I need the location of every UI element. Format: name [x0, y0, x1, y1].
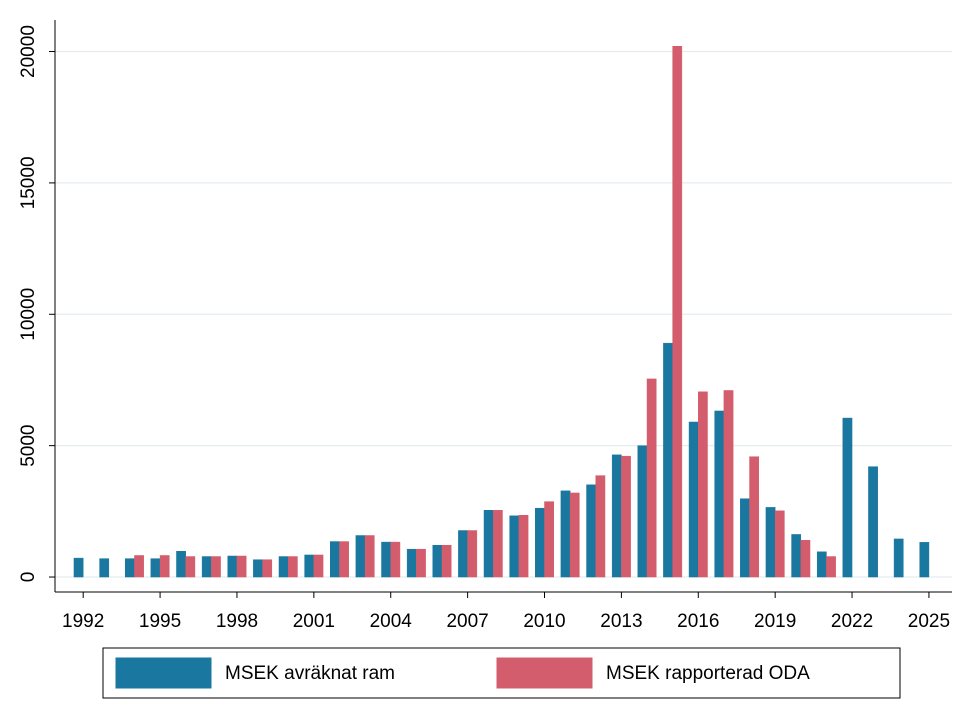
bar [441, 544, 452, 578]
bar [355, 535, 366, 578]
bar [672, 46, 683, 578]
bar [569, 492, 580, 578]
bar [791, 534, 802, 578]
bar [621, 455, 631, 578]
bar [364, 535, 375, 578]
bar [586, 484, 597, 578]
legend-label: MSEK avräknat ram [225, 663, 395, 684]
bar [381, 541, 391, 578]
bar [868, 466, 878, 578]
bar [663, 342, 673, 578]
bar [227, 555, 238, 578]
bar [304, 554, 315, 578]
bar [800, 539, 811, 578]
x-tick-label: 2010 [523, 611, 565, 632]
x-tick-label: 2016 [677, 611, 719, 632]
bar [816, 551, 827, 578]
bar [159, 555, 170, 578]
bar [287, 556, 298, 578]
bar [749, 456, 760, 578]
bar [826, 556, 836, 578]
bar [134, 555, 144, 578]
bar [483, 510, 494, 578]
bar [646, 378, 657, 578]
bar [774, 510, 785, 578]
bar [560, 490, 571, 578]
x-tick-label: 2001 [293, 611, 335, 632]
bar [236, 555, 247, 578]
bar [919, 542, 930, 578]
y-tick-label: 15000 [18, 156, 39, 209]
bar [492, 510, 503, 578]
x-tick-label: 1992 [62, 611, 104, 632]
bar [313, 554, 324, 578]
bar [432, 544, 443, 578]
bar [611, 454, 622, 578]
bar [211, 556, 221, 578]
bar [73, 557, 84, 578]
x-tick-label: 1998 [216, 611, 258, 632]
bar [253, 559, 263, 578]
bar [723, 390, 734, 578]
bar [390, 541, 401, 578]
y-tick-label: 0 [18, 572, 39, 583]
legend-swatch [115, 657, 212, 689]
bar [339, 541, 349, 578]
bar [688, 421, 699, 578]
y-tick-label: 5000 [18, 425, 39, 467]
bar [150, 558, 161, 578]
bar [458, 530, 468, 578]
x-tick-label: 2007 [446, 611, 488, 632]
bar [406, 548, 417, 578]
bar [544, 501, 554, 578]
bar [201, 556, 212, 578]
x-tick-label: 2013 [600, 611, 642, 632]
bar [330, 541, 340, 578]
bar [595, 475, 606, 578]
bar [509, 515, 520, 578]
y-tick-label: 20000 [18, 25, 39, 78]
bar [637, 445, 648, 578]
bar [467, 530, 478, 578]
bar [535, 507, 545, 578]
x-tick-label: 2025 [908, 611, 950, 632]
bar [176, 551, 186, 578]
bar [698, 391, 708, 578]
legend-swatch [496, 657, 593, 689]
y-tick-label: 10000 [18, 288, 39, 341]
bar [893, 538, 904, 578]
bar [185, 556, 196, 578]
x-tick-label: 2022 [831, 611, 873, 632]
bar [740, 498, 750, 578]
x-tick-label: 2019 [754, 611, 796, 632]
bar [262, 559, 273, 578]
legend-label: MSEK rapporterad ODA [606, 663, 810, 684]
bar [842, 417, 853, 578]
bar [124, 558, 135, 578]
x-tick-label: 2004 [370, 611, 413, 632]
bar [765, 507, 776, 578]
bar [518, 515, 529, 578]
bar [99, 558, 110, 578]
bar [278, 556, 289, 578]
bar [714, 410, 725, 578]
bar [416, 548, 426, 578]
x-tick-label: 1995 [139, 611, 181, 632]
